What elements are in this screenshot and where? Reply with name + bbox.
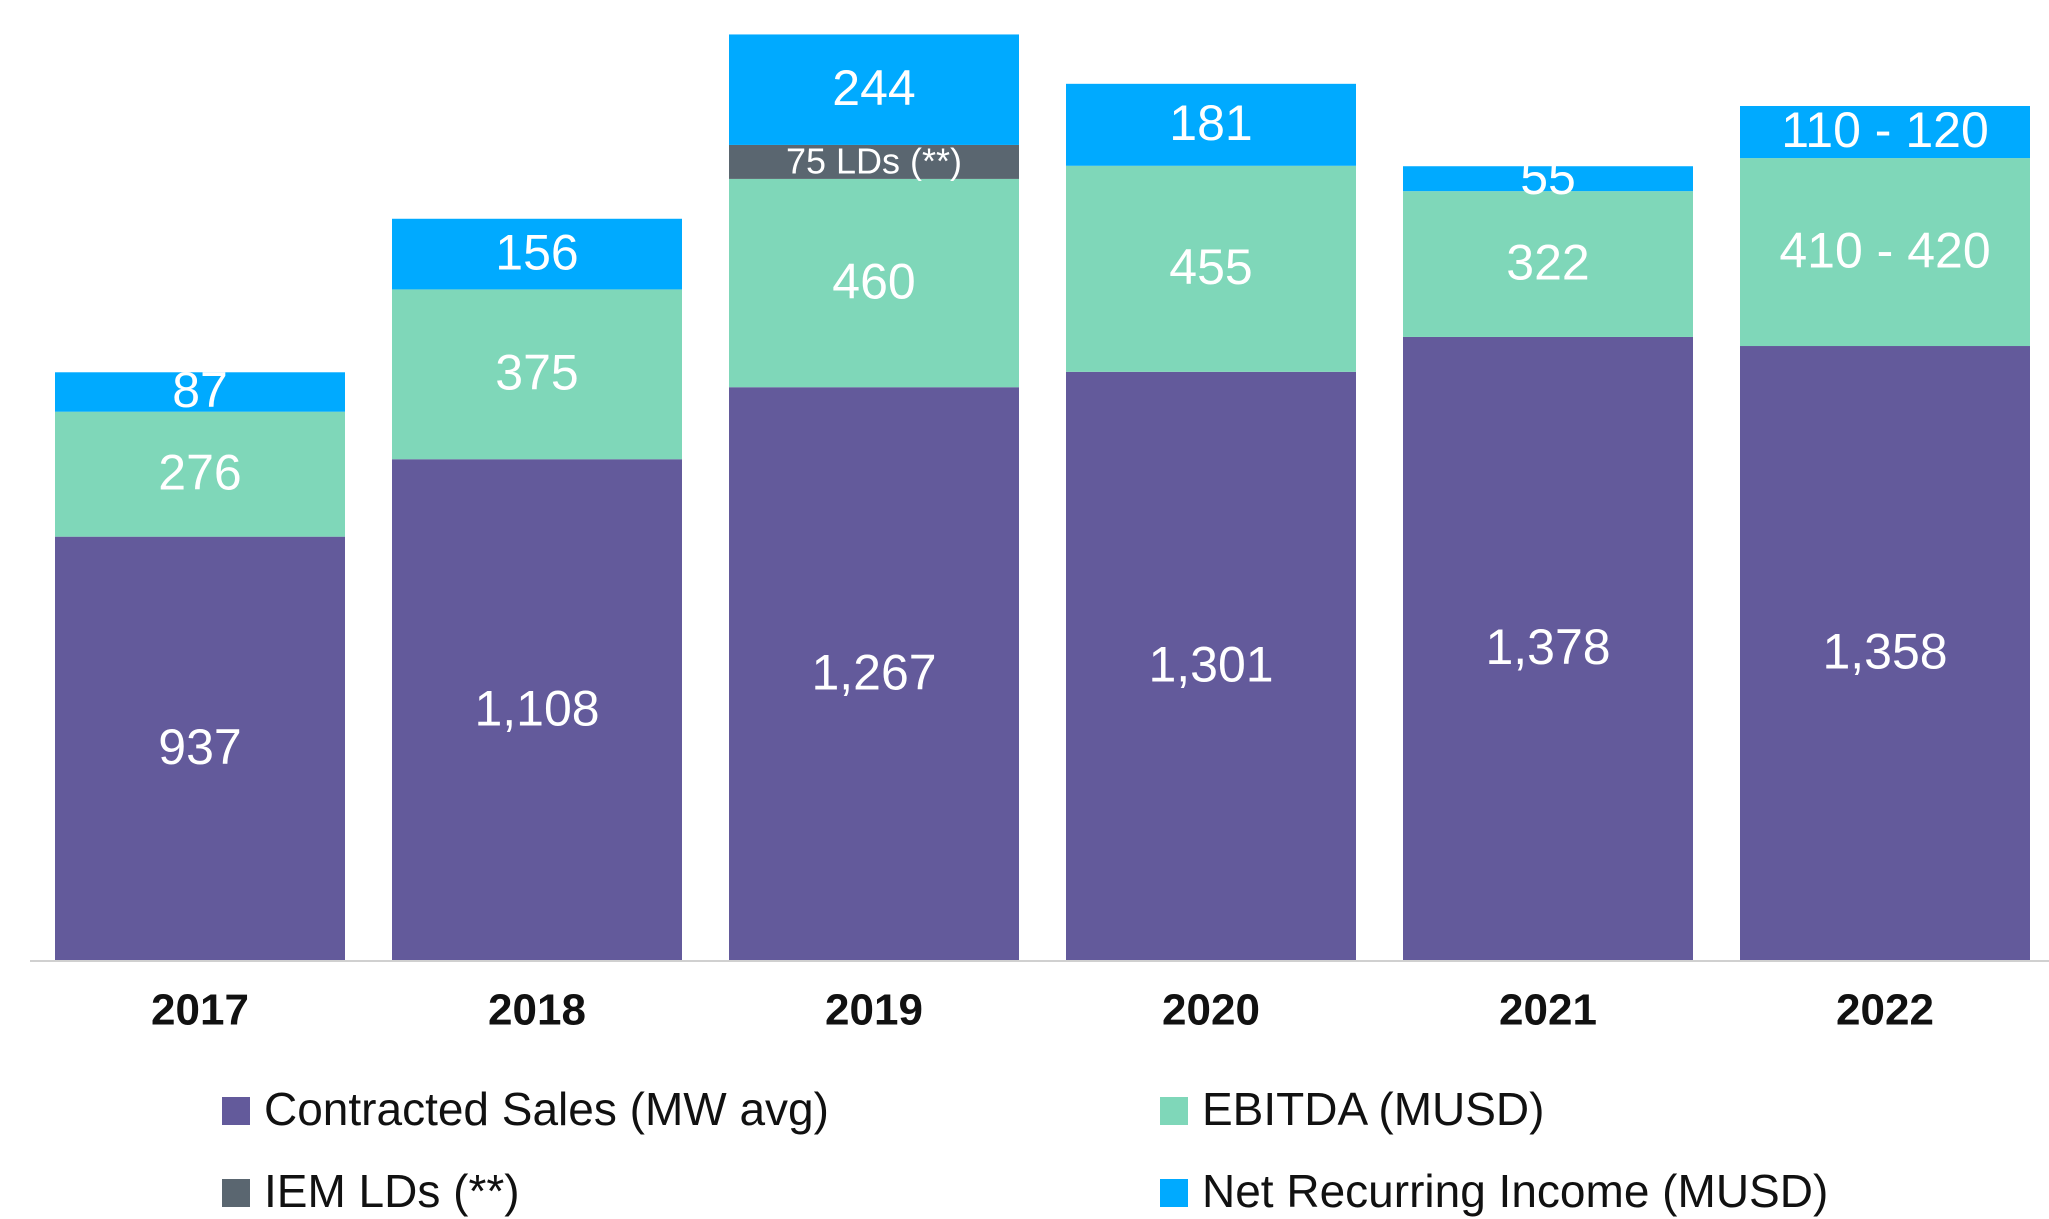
data-label: 410 - 420: [1779, 222, 1990, 278]
legend-label: EBITDA (MUSD): [1202, 1083, 1544, 1135]
data-label: 87: [172, 362, 228, 418]
data-label: 455: [1169, 239, 1252, 295]
x-tick-label: 2021: [1499, 986, 1597, 1035]
x-tick-label: 2020: [1162, 986, 1260, 1035]
data-label: 181: [1169, 95, 1252, 151]
x-tick-label: 2019: [825, 986, 923, 1035]
data-label: 1,267: [811, 644, 936, 700]
data-label: 460: [832, 253, 915, 309]
bar-segment: [55, 411, 345, 537]
legend-swatch: [1160, 1179, 1188, 1207]
x-tick-label: 2022: [1836, 986, 1934, 1035]
bar-segment: [729, 387, 1019, 962]
bar-segment: [729, 144, 1019, 179]
data-label: 55: [1520, 149, 1576, 205]
data-label: 375: [495, 345, 578, 401]
data-label: 1,301: [1148, 637, 1273, 693]
data-label: 322: [1506, 234, 1589, 290]
bar-segment: [1740, 346, 2030, 961]
data-label: 1,358: [1822, 624, 1947, 680]
bar-segment: [1066, 371, 1356, 961]
data-label: 75 LDs (**): [786, 140, 962, 181]
data-label: 276: [158, 444, 241, 500]
data-label: 937: [158, 719, 241, 775]
bar-segment: [392, 289, 682, 460]
bar-segment: [55, 536, 345, 961]
bar-segment: [392, 218, 682, 290]
bar-segment: [1066, 165, 1356, 372]
x-tick-label: 2018: [488, 986, 586, 1035]
bar-segment: [729, 34, 1019, 145]
bar-segment: [55, 372, 345, 412]
bar-segment: [729, 178, 1019, 388]
bar-segment: [1403, 166, 1693, 192]
x-tick-label: 2017: [151, 986, 249, 1035]
legend-swatch: [222, 1179, 250, 1207]
data-label: 110 - 120: [1781, 102, 1989, 158]
bar-segment: [392, 459, 682, 961]
legend-label: Net Recurring Income (MUSD): [1202, 1165, 1828, 1217]
legend-swatch: [222, 1097, 250, 1125]
bar-segment: [1403, 191, 1693, 337]
bar-segment: [1740, 106, 2030, 159]
data-label: 244: [832, 60, 915, 116]
data-label: 1,378: [1485, 619, 1610, 675]
data-label: 1,108: [474, 680, 599, 736]
bar-segment: [1740, 158, 2030, 347]
legend-label: IEM LDs (**): [264, 1165, 520, 1217]
data-label: 156: [495, 224, 578, 280]
bar-segment: [1066, 83, 1356, 166]
legend-swatch: [1160, 1097, 1188, 1125]
legend-label: Contracted Sales (MW avg): [264, 1083, 829, 1135]
bar-segment: [1403, 336, 1693, 961]
